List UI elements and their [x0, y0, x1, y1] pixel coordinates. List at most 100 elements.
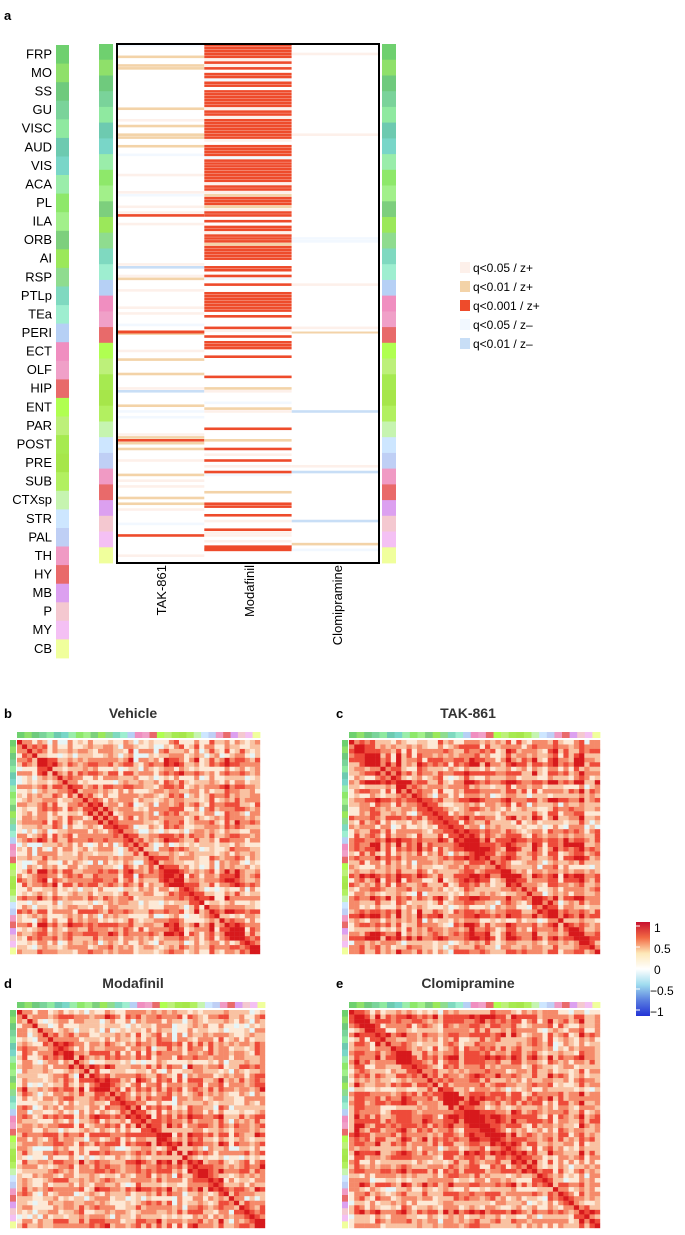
matrix-cell [349, 753, 355, 759]
matrix-cell [532, 904, 538, 910]
matrix-cell [401, 771, 407, 776]
matrix-cell [469, 860, 475, 866]
matrix-cell [427, 744, 433, 750]
heatmap-cell [117, 496, 205, 500]
matrix-cell [437, 882, 444, 888]
matrix-cell [118, 820, 124, 825]
matrix-cell [82, 838, 89, 843]
matrix-cell [148, 802, 154, 808]
matrix-cell [584, 869, 590, 874]
matrix-cell [214, 878, 220, 883]
heatmap-cell [117, 44, 205, 47]
matrix-cell [214, 855, 220, 861]
matrix-cell [516, 945, 522, 950]
matrix-cell [568, 847, 575, 852]
matrix-cell [427, 842, 433, 848]
matrix-cell [138, 740, 144, 745]
matrix-cell [505, 909, 512, 915]
matrix-cell [184, 748, 190, 754]
matrix-cell [479, 824, 486, 830]
region-label-post: POST [17, 437, 52, 452]
matrix-cell [542, 797, 548, 803]
matrix-cell [158, 789, 165, 794]
matrix-cell [464, 882, 470, 888]
matrix-cell [354, 780, 360, 785]
matrix-cell [542, 820, 548, 825]
matrix-cell [458, 784, 465, 790]
matrix-cell [349, 855, 355, 861]
matrix-cell [138, 869, 144, 874]
matrix-cell [194, 922, 200, 928]
matrix-cell [589, 847, 595, 852]
matrix-cell [474, 820, 480, 825]
matrix-cell [62, 740, 68, 745]
matrix-cell [579, 847, 585, 852]
matrix-cell [547, 757, 554, 763]
matrix-cell [138, 918, 144, 923]
top-annot-th [215, 732, 224, 738]
matrix-cell [568, 820, 575, 825]
matrix-cell [448, 940, 454, 946]
matrix-cell [98, 829, 104, 834]
left-annot-aca [10, 785, 16, 793]
matrix-cell [505, 922, 512, 928]
matrix-cell [219, 882, 225, 888]
heatmap-cell [204, 473, 292, 477]
matrix-cell [542, 927, 548, 932]
matrix-cell [380, 797, 386, 803]
matrix-cell [133, 869, 139, 874]
matrix-cell [189, 833, 195, 839]
matrix-cell [427, 887, 433, 892]
matrix-cell [32, 900, 38, 906]
matrix-cell [118, 824, 124, 830]
matrix-cell [184, 797, 190, 803]
matrix-cell [118, 784, 124, 790]
matrix-cell [194, 847, 200, 852]
matrix-cell [416, 909, 423, 915]
matrix-cell [224, 904, 230, 910]
matrix-cell [511, 829, 517, 834]
matrix-cell [349, 918, 355, 923]
matrix-cell [521, 931, 527, 937]
matrix-cell [422, 753, 428, 759]
matrix-cell [32, 945, 38, 950]
left-annot-tea [342, 830, 348, 838]
matrix-cell [17, 945, 23, 950]
heatmap-cell [204, 245, 292, 249]
matrix-cell [184, 744, 190, 750]
matrix-cell [568, 744, 575, 750]
matrix-cell [184, 806, 190, 812]
matrix-cell [369, 949, 376, 955]
matrix-cell [219, 757, 225, 763]
matrix-cell [118, 771, 124, 776]
matrix-cell [511, 864, 517, 870]
matrix-cell [573, 891, 580, 897]
matrix-cell [82, 949, 89, 955]
matrix-cell [416, 766, 423, 772]
matrix-cell [537, 887, 543, 892]
matrix-cell [563, 891, 569, 897]
matrix-cell [375, 811, 381, 816]
matrix-cell [229, 922, 235, 928]
matrix-cell [542, 918, 548, 923]
matrix-cell [254, 851, 261, 857]
matrix-cell [138, 762, 144, 767]
matrix-cell [249, 909, 256, 915]
matrix-cell [138, 878, 144, 883]
matrix-cell [199, 838, 205, 843]
heatmap-cell [204, 121, 292, 125]
matrix-cell [163, 882, 170, 888]
matrix-cell [77, 838, 84, 843]
left-annot-pal [10, 908, 16, 916]
matrix-cell [490, 869, 496, 874]
region-label-p: P [43, 604, 52, 619]
matrix-cell [526, 806, 533, 812]
matrix-cell [573, 748, 580, 754]
matrix-cell [17, 891, 23, 897]
matrix-cell [573, 873, 580, 879]
matrix-cell [92, 789, 99, 794]
matrix-cell [432, 869, 439, 874]
matrix-cell [52, 860, 58, 866]
matrix-cell [568, 904, 575, 910]
matrix-cell [204, 797, 210, 803]
